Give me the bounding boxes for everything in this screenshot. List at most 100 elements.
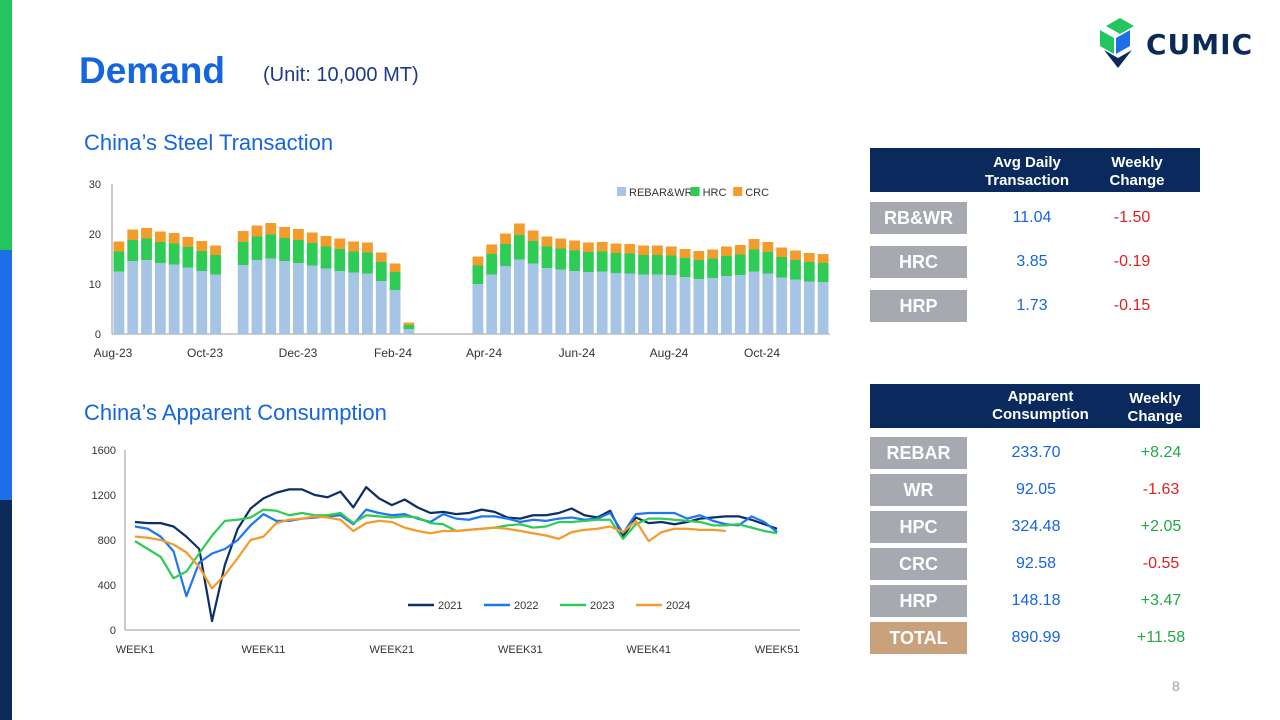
bar-segment — [389, 263, 401, 272]
apparent-consumption-chart: 0 400 800 1200 1600 WEEK1 WEEK11 WEEK21 WEEK31 WE… — [92, 445, 800, 656]
row-value: 890.99 — [1011, 629, 1061, 646]
row-label: RB&WR — [870, 202, 967, 234]
steel-transaction-chart: 0 10 20 30 Aug-23 Oct-23 Dec-23 Feb-24 Apr-24 Jun… — [89, 179, 830, 360]
edge-stripe-blue — [0, 250, 12, 500]
bar-segment — [113, 241, 125, 252]
bar-segment — [734, 254, 746, 275]
bar-segment — [293, 240, 304, 263]
x-tick-label: Oct-24 — [744, 346, 780, 360]
bar-segment — [569, 240, 580, 251]
row-value: 3.85 — [1016, 253, 1048, 270]
legend-label: 2022 — [514, 600, 538, 612]
row-change: +11.58 — [1136, 629, 1186, 646]
bar-segment — [154, 242, 166, 263]
bar-segment — [154, 263, 166, 334]
row-label: REBAR — [870, 437, 967, 469]
bar-segment — [721, 276, 732, 334]
bar-segment — [665, 275, 677, 334]
bar-segment — [803, 262, 815, 282]
row-value: 11.04 — [1012, 209, 1052, 226]
x-tick-label: Apr-24 — [466, 346, 502, 360]
bar-segment — [817, 282, 829, 334]
bar-segment — [555, 269, 567, 334]
row-label: HRC — [870, 246, 967, 278]
row-label: HRP — [870, 290, 967, 322]
bar-segment — [665, 246, 677, 256]
header-weekly-change: Weekly Change — [1109, 154, 1165, 189]
bar-segment — [569, 271, 580, 334]
series-line-2022 — [134, 508, 778, 598]
edge-stripe-navy — [0, 500, 12, 720]
bar-segment — [237, 242, 249, 265]
bar-segment — [237, 265, 249, 334]
legend-label: REBAR&WR — [629, 187, 693, 199]
x-tick-label: WEEK31 — [498, 644, 543, 656]
row-change: -1.50 — [1113, 209, 1151, 226]
bar-segment — [817, 263, 829, 282]
bar-segment — [251, 225, 263, 237]
series-line-2024 — [134, 515, 726, 590]
bar-segment — [652, 255, 663, 275]
bar-segment — [707, 249, 719, 259]
bar-segment — [693, 260, 705, 279]
legend-swatch — [690, 187, 700, 196]
bar-segment — [762, 242, 774, 252]
bar-segment — [596, 251, 608, 272]
bar-segment — [679, 249, 691, 258]
bar-segment — [500, 244, 511, 266]
row-value: 92.05 — [1015, 481, 1057, 498]
x-tick-label: WEEK41 — [626, 644, 671, 656]
bar-segment — [679, 258, 691, 277]
edge-stripe-green — [0, 0, 12, 250]
row-change: +3.47 — [1140, 592, 1182, 609]
bar-segment — [790, 250, 801, 260]
bar-segment — [748, 239, 760, 250]
bar-segment — [196, 251, 208, 271]
bar-segment — [555, 248, 567, 270]
bar-segment — [306, 243, 318, 266]
bar-segment — [113, 271, 125, 334]
bar-segment — [693, 279, 705, 334]
bar-segment — [610, 253, 622, 273]
bar-segment — [334, 238, 346, 249]
row-value: 148.18 — [1011, 592, 1061, 609]
y-tick-label: 0 — [110, 625, 116, 637]
x-tick-label: Aug-23 — [94, 346, 133, 360]
bar-segment — [790, 279, 801, 334]
bar-segment — [486, 244, 498, 254]
x-tick-label: Oct-23 — [187, 346, 223, 360]
bar-segment — [334, 271, 346, 334]
bar-segment — [320, 268, 332, 334]
bar-segment — [555, 238, 567, 249]
logo-text: CUMIC — [1146, 28, 1254, 61]
bar-segment — [196, 271, 208, 334]
y-tick-label: 800 — [98, 535, 116, 547]
bar-segment — [403, 325, 415, 329]
consumption-section-title: China’s Apparent Consumption — [84, 400, 387, 425]
bar-segment — [403, 322, 415, 325]
bar-segment — [182, 267, 194, 334]
bar-segment — [168, 243, 180, 265]
bar-segment — [734, 245, 746, 255]
bar-segment — [748, 249, 760, 272]
bar-segment — [237, 231, 249, 242]
bar-segment — [375, 252, 387, 262]
bar-segment — [127, 229, 139, 240]
bar-segment — [293, 229, 304, 240]
x-tick-label: Dec-23 — [279, 346, 318, 360]
bar-segment — [389, 290, 401, 334]
consumption-table-header: Apparent Consumption Weekly Change — [870, 384, 1200, 428]
bar-segment — [251, 236, 263, 260]
x-tick-label: Feb-24 — [374, 346, 412, 360]
x-tick-label: WEEK21 — [370, 644, 415, 656]
bar-segment — [265, 234, 277, 259]
bar-segment — [141, 260, 152, 334]
bar-segment — [486, 274, 498, 334]
bar-segment — [582, 272, 594, 334]
bar-segment — [251, 260, 263, 334]
transaction-table-header: Avg Daily Transaction Weekly Change — [870, 148, 1200, 192]
bar-segment — [513, 223, 525, 235]
bar-segment — [472, 256, 484, 266]
y-tick-label: 400 — [98, 580, 116, 592]
y-tick-label: 20 — [89, 229, 101, 241]
